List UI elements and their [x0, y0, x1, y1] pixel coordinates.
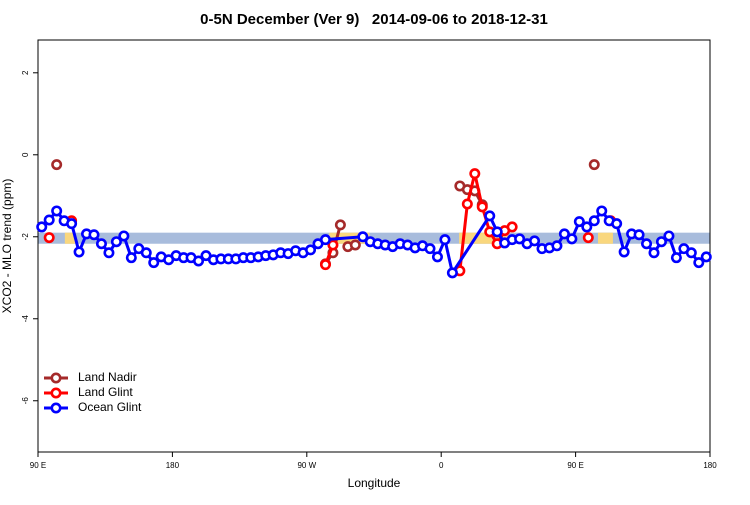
data-point [461, 198, 473, 210]
y-tick-label: -4 [21, 315, 30, 323]
data-point [319, 234, 331, 246]
data-point [103, 247, 115, 259]
data-point [110, 236, 122, 248]
data-point [700, 251, 712, 263]
land-region [64, 232, 76, 244]
x-tick-label: 90 E [30, 461, 46, 470]
data-point [327, 239, 339, 251]
data-point [618, 246, 630, 258]
data-point [655, 236, 667, 248]
data-point [319, 259, 331, 271]
data-point [43, 232, 55, 244]
x-tick-label: 90 W [297, 461, 316, 470]
data-point [514, 233, 526, 245]
data-point [588, 159, 600, 171]
data-point [305, 244, 317, 256]
land-region [598, 232, 613, 244]
data-point [670, 252, 682, 264]
data-point [140, 247, 152, 259]
data-point [573, 216, 585, 228]
data-point [582, 232, 594, 244]
data-point [529, 235, 541, 247]
data-point [424, 243, 436, 255]
data-point [73, 246, 85, 258]
plot-frame [37, 39, 711, 453]
data-point [641, 238, 653, 250]
data-point [611, 218, 623, 230]
data-point [148, 257, 160, 269]
data-point [633, 229, 645, 241]
data-point [334, 219, 346, 231]
data-point [125, 252, 137, 264]
data-point [581, 221, 593, 233]
data-point [349, 239, 361, 251]
data-point [558, 228, 570, 240]
data-point [693, 257, 705, 269]
chart-title: 0-5N December (Ver 9) 2014-09-06 to 2018… [200, 11, 548, 28]
data-point [51, 159, 63, 171]
data-point [551, 240, 563, 252]
data-point [663, 230, 675, 242]
y-tick-label: 0 [21, 152, 30, 157]
x-tick-label: 180 [703, 461, 717, 470]
data-point [439, 234, 451, 246]
x-tick-label: 180 [166, 461, 180, 470]
y-tick-label: -2 [21, 233, 30, 241]
legend-marker [50, 402, 62, 414]
data-point [118, 230, 130, 242]
data-point [648, 247, 660, 259]
data-point [566, 233, 578, 245]
data-point [36, 221, 48, 233]
legend-marker [50, 372, 62, 384]
data-point [357, 231, 369, 243]
data-point [596, 205, 608, 217]
y-axis-label: XCO2 - MLO trend (ppm) [0, 179, 14, 314]
data-point [43, 214, 55, 226]
x-tick-label: 0 [439, 461, 444, 470]
data-point [484, 210, 496, 222]
x-tick-label: 90 E [567, 461, 583, 470]
data-point [431, 251, 443, 263]
y-tick-label: 2 [21, 70, 30, 75]
legend-label: Land Glint [78, 385, 133, 399]
land-region [459, 232, 509, 244]
data-point [193, 255, 205, 267]
x-axis-label: Longitude [348, 476, 401, 490]
data-point [506, 221, 518, 233]
data-point [588, 215, 600, 227]
legend-label: Land Nadir [78, 370, 137, 384]
y-tick-label: -6 [21, 397, 30, 405]
legend-marker [50, 387, 62, 399]
data-point [51, 205, 63, 217]
data-point [469, 168, 481, 180]
data-point [66, 218, 78, 230]
data-point [685, 247, 697, 259]
legend-label: Ocean Glint [78, 400, 142, 414]
data-point [491, 226, 503, 238]
data-point [446, 267, 458, 279]
data-point [95, 238, 107, 250]
data-point [476, 201, 488, 213]
data-point [88, 229, 100, 241]
